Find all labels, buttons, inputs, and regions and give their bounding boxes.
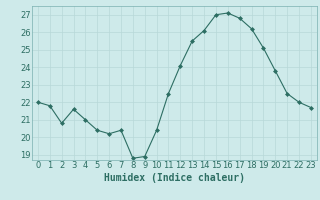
X-axis label: Humidex (Indice chaleur): Humidex (Indice chaleur) [104,173,245,183]
